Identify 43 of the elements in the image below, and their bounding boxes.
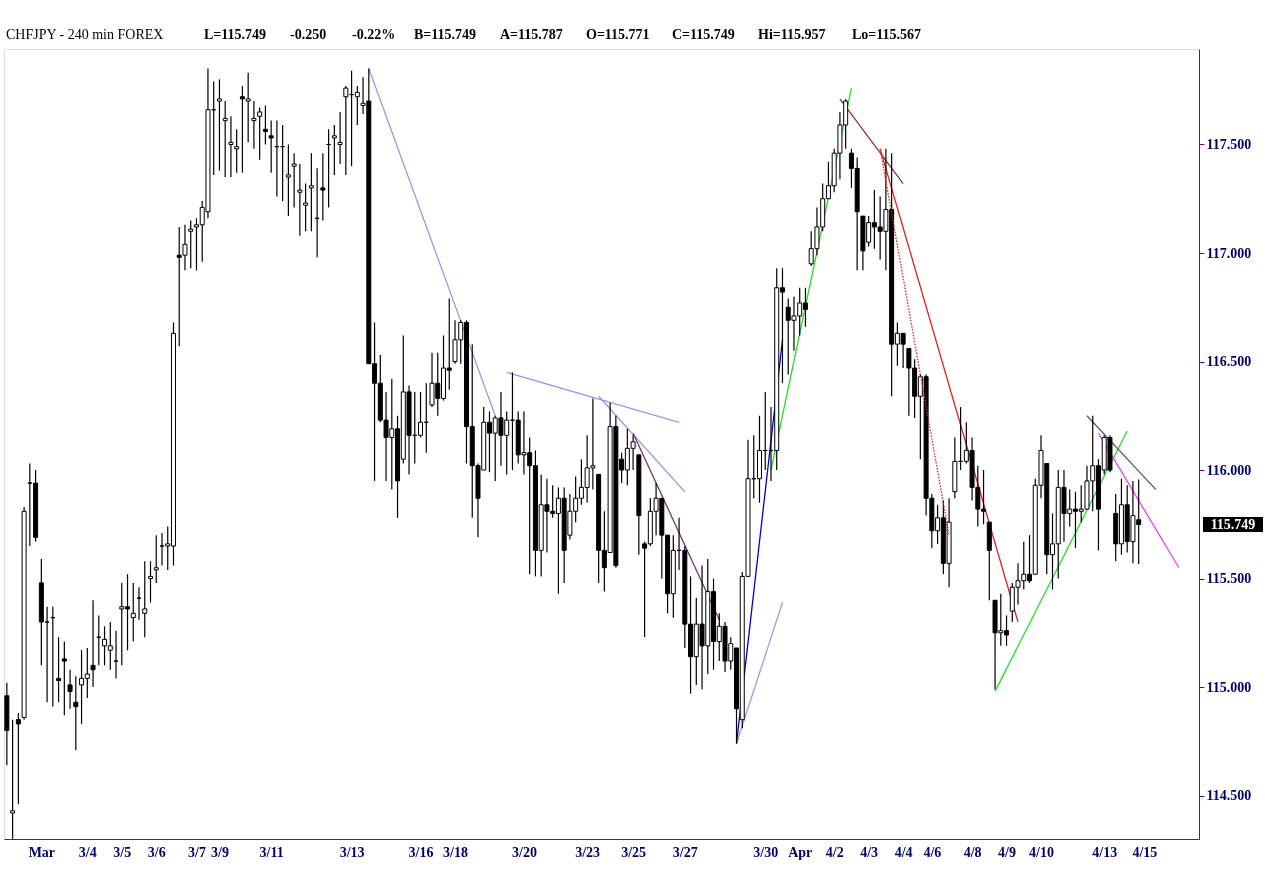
text: Hi=115.957 (758, 27, 826, 42)
x-tick-label: 3/13 (339, 844, 365, 860)
x-tick-label: 4/9 (998, 844, 1016, 860)
x-tick-label: 4/10 (1029, 844, 1054, 860)
x-tick-label: 3/16 (408, 844, 434, 860)
x-tick-label: 3/20 (511, 844, 537, 860)
x-tick-label: 3/11 (259, 844, 284, 860)
x-tick-label: 3/4 (78, 844, 97, 860)
x-tick-label: 4/2 (825, 844, 844, 860)
x-tick-label: 3/25 (621, 844, 647, 860)
x-tick-label: Apr (788, 844, 813, 860)
text: L=115.749 (204, 27, 267, 42)
y-tick-label: 115.500 (1206, 571, 1252, 587)
x-tick-label: 3/18 (443, 844, 468, 860)
x-tick-label: 4/15 (1132, 844, 1158, 860)
chart-title: CHFJPY - 240 min FOREX (6, 27, 164, 42)
text: B=115.749 (414, 27, 477, 42)
x-tick-label: 4/3 (860, 844, 879, 860)
y-tick-label: 116.500 (1206, 354, 1252, 370)
text: -0.22% (352, 27, 396, 42)
y-tick-label: 117.000 (1206, 245, 1252, 261)
x-tick-label: 3/27 (672, 844, 698, 860)
x-tick-label: 4/4 (894, 844, 913, 860)
text: C=115.749 (672, 27, 735, 42)
x-tick-label: 3/9 (211, 844, 229, 860)
text: Lo=115.567 (852, 27, 922, 42)
y-tick-label: 116.000 (1206, 462, 1252, 478)
x-tick-label: 3/5 (113, 844, 132, 860)
x-tick-label: Mar (28, 844, 56, 860)
x-tick-label: 3/23 (575, 844, 601, 860)
y-tick-label: 114.500 (1206, 788, 1252, 804)
x-tick-label: 4/13 (1092, 844, 1118, 860)
x-tick-label: 3/7 (188, 844, 206, 860)
x-tick-label: 3/30 (753, 844, 779, 860)
x-tick-label: 4/8 (963, 844, 982, 860)
text: O=115.771 (586, 27, 650, 42)
x-tick-label: 3/6 (147, 844, 166, 860)
x-tick-label: 4/6 (923, 844, 942, 860)
text: A=115.787 (500, 27, 563, 42)
text: -0.250 (290, 27, 327, 42)
y-tick-label: 115.000 (1206, 679, 1252, 695)
text: 115.749 (1210, 516, 1256, 532)
y-tick-label: 117.500 (1206, 136, 1252, 152)
